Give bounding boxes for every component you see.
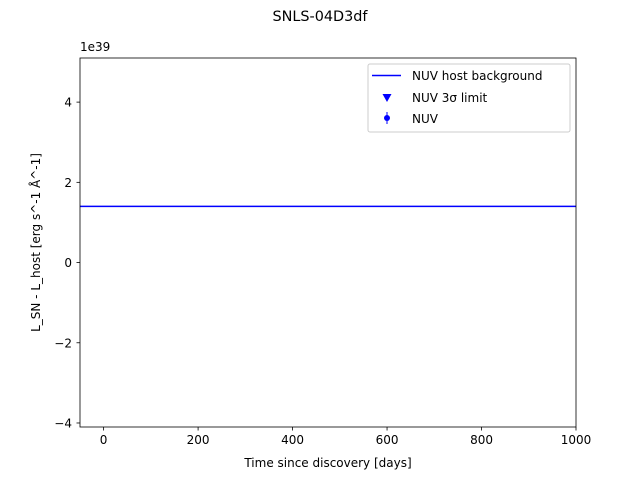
x-tick-label: 600	[376, 433, 399, 447]
x-tick-label: 0	[100, 433, 108, 447]
x-tick-label: 200	[187, 433, 210, 447]
y-axis-label: L_SN - L_host [erg s^-1 Å^-1]	[28, 153, 43, 332]
x-tick-label: 800	[470, 433, 493, 447]
y-tick-label: −2	[54, 336, 72, 350]
x-tick-label: 400	[281, 433, 304, 447]
chart-title: SNLS-04D3df	[273, 9, 369, 25]
legend: NUV host background NUV 3σ limit NUV	[367, 63, 571, 133]
x-tick-label: 1000	[561, 433, 592, 447]
legend-label-host-background: NUV host background	[412, 69, 542, 83]
x-axis-label: Time since discovery [days]	[243, 456, 411, 470]
legend-label-nuv: NUV	[412, 112, 439, 126]
y-tick-label: 4	[64, 96, 72, 110]
y-axis-offset-label: 1e39	[80, 40, 110, 54]
y-tick-label: −4	[54, 416, 72, 430]
y-tick-label: 2	[64, 176, 72, 190]
legend-label-3sigma-limit: NUV 3σ limit	[412, 91, 488, 105]
axis-ticks: 0 200 400 600 800 1000 −4 −2 0 2 4	[54, 96, 591, 447]
legend-point-circle-icon	[384, 115, 390, 121]
legend-limit-triangle-icon	[382, 94, 392, 102]
axes-frame	[79, 57, 577, 428]
y-tick-label: 0	[64, 256, 72, 270]
legend-frame	[367, 63, 571, 133]
